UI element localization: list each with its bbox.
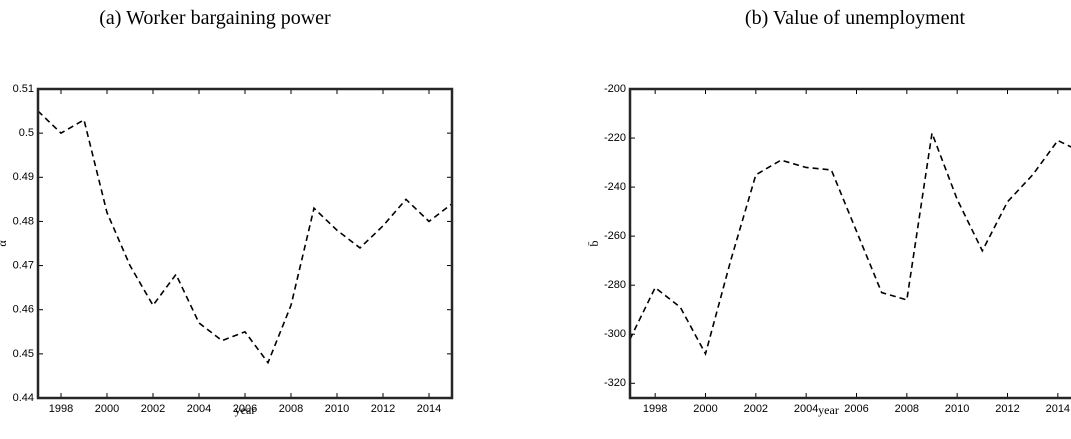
x-tick-label: 2010 xyxy=(325,403,349,415)
x-tick-label: 2002 xyxy=(141,403,165,415)
chart-title: (a) Worker bargaining power xyxy=(99,7,331,29)
x-tick-label: 2008 xyxy=(895,403,919,415)
y-tick-label: 0.48 xyxy=(13,215,34,227)
x-tick-label: 2014 xyxy=(1046,403,1070,415)
y-tick-label: 0.5 xyxy=(19,127,34,139)
y-tick-label: -300 xyxy=(604,328,626,340)
x-axis-label: year xyxy=(818,403,839,417)
y-tick-label: 0.46 xyxy=(13,304,34,316)
y-tick-label: 0.45 xyxy=(13,348,34,360)
x-tick-label: 2014 xyxy=(417,403,441,415)
y-tick-label: -280 xyxy=(604,279,626,291)
x-tick-label: 2012 xyxy=(995,403,1019,415)
y-axis-label: b̄ xyxy=(587,241,601,247)
x-tick-label: 2004 xyxy=(794,403,818,415)
y-tick-label: 0.49 xyxy=(13,171,34,183)
y-tick-label: -320 xyxy=(604,377,626,389)
y-tick-label: -240 xyxy=(604,181,626,193)
data-line xyxy=(629,130,1071,357)
data-line xyxy=(37,110,453,365)
y-tick-label: -260 xyxy=(604,230,626,242)
y-tick-label: 0.51 xyxy=(13,83,34,95)
y-tick-label: -220 xyxy=(604,132,626,144)
x-tick-label: 2004 xyxy=(187,403,211,415)
figure-body: (a) Worker bargaining power year α 1998 2000… xyxy=(0,7,1071,417)
x-tick-label: 1998 xyxy=(49,403,73,415)
x-tick-label: 2006 xyxy=(844,403,868,415)
x-tick-label: 1998 xyxy=(643,403,667,415)
y-tick-label: -200 xyxy=(604,83,626,95)
x-tick-label: 2010 xyxy=(945,403,969,415)
x-axis-label: year xyxy=(235,403,256,417)
x-tick-label: 2000 xyxy=(95,403,119,415)
x-tick-label: 2008 xyxy=(279,403,303,415)
y-tick-label: 0.44 xyxy=(13,392,34,404)
plot-frame xyxy=(628,87,1071,400)
y-tick-label: 0.47 xyxy=(13,259,34,271)
x-tick-label: 2006 xyxy=(233,403,257,415)
y-axis-label: α xyxy=(0,240,9,247)
x-tick-label: 2002 xyxy=(744,403,768,415)
plot-frame xyxy=(36,87,454,400)
x-tick-label: 2000 xyxy=(693,403,717,415)
chart-title: (b) Value of unemployment xyxy=(745,7,966,29)
x-tick-label: 2012 xyxy=(371,403,395,415)
